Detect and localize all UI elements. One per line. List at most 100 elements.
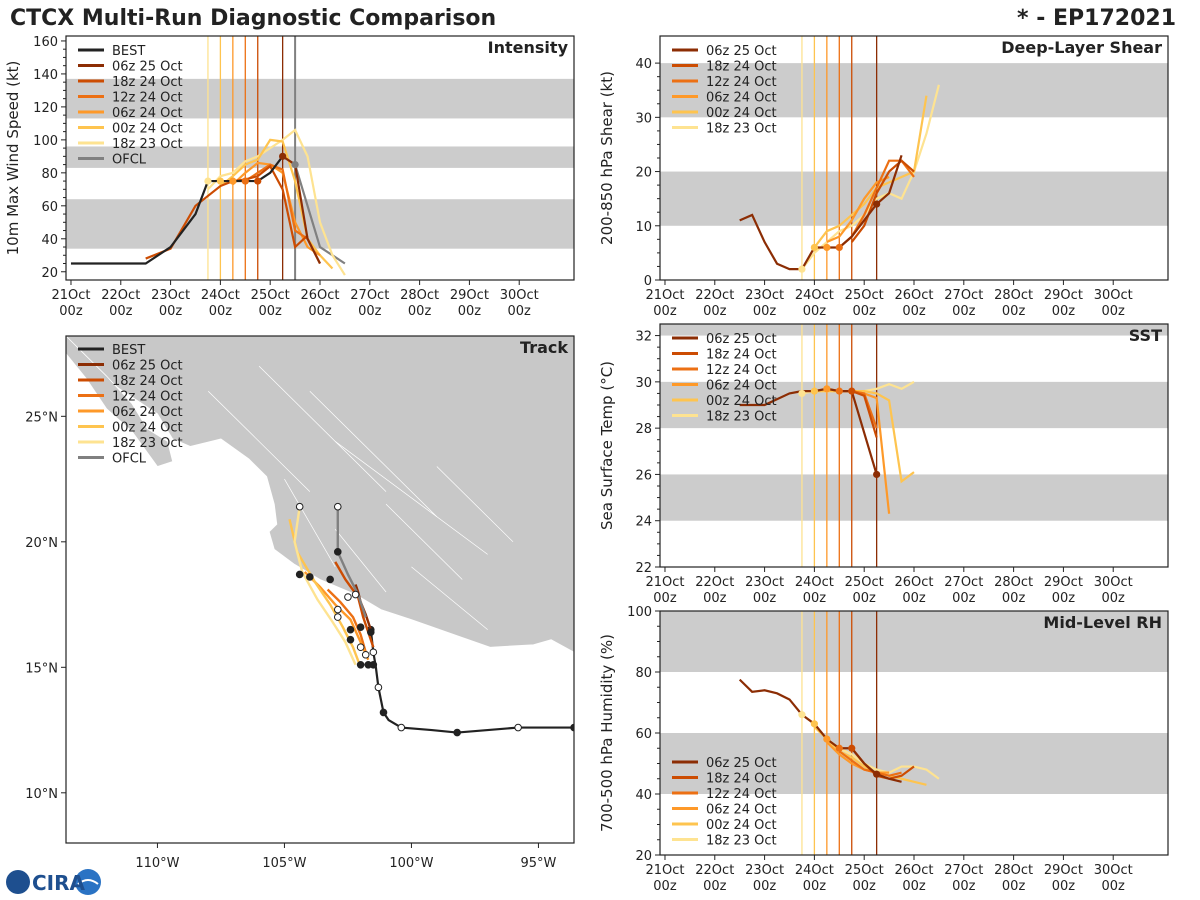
shear-ytick-label: 40 bbox=[635, 57, 652, 72]
intensity-xtick-hour: 00z bbox=[209, 304, 233, 319]
state-border bbox=[207, 390, 311, 492]
cira-logo-mark bbox=[6, 870, 30, 894]
intensity-xtick-day: 24Oct bbox=[201, 288, 240, 303]
track-point bbox=[356, 643, 365, 652]
rh-xtick-day: 27Oct bbox=[944, 863, 983, 878]
intensity-xtick-hour: 00z bbox=[59, 304, 83, 319]
track-xtick-label: 100°W bbox=[389, 856, 433, 871]
track-legend-label: BEST bbox=[112, 343, 145, 358]
intensity-xtick-hour: 00z bbox=[308, 304, 332, 319]
track-plot-area bbox=[66, 336, 574, 843]
shear-xtick-day: 30Oct bbox=[1094, 288, 1133, 303]
sst-ytick-label: 22 bbox=[635, 561, 652, 576]
intensity-legend-label: BEST bbox=[112, 44, 145, 59]
sst-band bbox=[660, 324, 1168, 336]
sst-title: SST bbox=[1129, 326, 1162, 345]
intensity-series-18z-23-oct bbox=[207, 128, 346, 276]
state-border bbox=[334, 529, 387, 593]
track-ytick-label: 15°N bbox=[25, 661, 58, 676]
shear-legend-label: 18z 23 Oct bbox=[706, 122, 777, 137]
track-point bbox=[333, 502, 342, 511]
sst-xtick-day: 27Oct bbox=[944, 575, 983, 590]
rh-xtick-day: 29Oct bbox=[1044, 863, 1083, 878]
rh-xtick-hour: 00z bbox=[1002, 879, 1026, 894]
rh-legend-label: 18z 24 Oct bbox=[706, 772, 777, 787]
globe-swoosh bbox=[77, 879, 99, 885]
shear-legend-label: 12z 24 Oct bbox=[706, 75, 777, 90]
intensity-legend-label: 06z 24 Oct bbox=[112, 106, 183, 121]
shear-xtick-hour: 00z bbox=[703, 304, 727, 319]
track-point bbox=[369, 648, 378, 657]
rh-ytick-label: 40 bbox=[635, 788, 652, 803]
state-border bbox=[385, 503, 463, 580]
land-mass bbox=[66, 336, 574, 653]
figure-title: CTCX Multi-Run Diagnostic Comparison bbox=[10, 6, 496, 31]
shear-xtick-hour: 00z bbox=[1102, 304, 1126, 319]
sst-legend-label: 06z 25 Oct bbox=[706, 332, 777, 347]
sst-xtick-day: 30Oct bbox=[1094, 575, 1133, 590]
track-point bbox=[295, 502, 304, 511]
rh-xtick-day: 26Oct bbox=[894, 863, 933, 878]
intensity-xtick-day: 28Oct bbox=[400, 288, 439, 303]
track-ytick-label: 10°N bbox=[25, 787, 58, 802]
intensity-ytick-label: 80 bbox=[41, 167, 58, 182]
intensity-xtick-hour: 00z bbox=[259, 304, 283, 319]
shear-legend-label: 18z 24 Oct bbox=[706, 60, 777, 75]
shear-xtick-day: 22Oct bbox=[695, 288, 734, 303]
rh-legend-label: 06z 25 Oct bbox=[706, 756, 777, 771]
rh-xtick-hour: 00z bbox=[753, 879, 777, 894]
shear-xtick-day: 28Oct bbox=[994, 288, 1033, 303]
intensity-band bbox=[66, 78, 574, 119]
rh-ytick-label: 20 bbox=[635, 849, 652, 864]
shear-point bbox=[873, 200, 881, 208]
shear-xtick-hour: 00z bbox=[853, 304, 877, 319]
rh-xtick-day: 23Oct bbox=[745, 863, 784, 878]
track-point bbox=[361, 650, 370, 659]
track-legend-label: 18z 23 Oct bbox=[112, 436, 183, 451]
rh-point bbox=[835, 744, 843, 752]
track-point bbox=[374, 683, 383, 692]
sst-xtick-day: 26Oct bbox=[894, 575, 933, 590]
shear-band bbox=[660, 63, 1168, 118]
sst-xtick-day: 28Oct bbox=[994, 575, 1033, 590]
sst-ytick-label: 28 bbox=[635, 422, 652, 437]
shear-ytick-label: 0 bbox=[644, 274, 652, 289]
rh-xtick-day: 22Oct bbox=[695, 863, 734, 878]
rh-xtick-hour: 00z bbox=[803, 879, 827, 894]
track-legend-label: 12z 24 Oct bbox=[112, 390, 183, 405]
intensity-title: Intensity bbox=[488, 38, 569, 57]
sst-xtick-hour: 00z bbox=[803, 591, 827, 606]
sst-legend-label: 12z 24 Oct bbox=[706, 363, 777, 378]
rh-legend-label: 00z 24 Oct bbox=[706, 818, 777, 833]
track-line-12z-24-oct bbox=[326, 588, 367, 653]
intensity-xtick-hour: 00z bbox=[358, 304, 382, 319]
intensity-point bbox=[216, 177, 224, 185]
shear-xtick-day: 29Oct bbox=[1044, 288, 1083, 303]
sst-xtick-day: 23Oct bbox=[745, 575, 784, 590]
intensity-legend-label: 18z 23 Oct bbox=[112, 137, 183, 152]
sst-xtick-hour: 00z bbox=[1052, 591, 1076, 606]
intensity-xtick-hour: 00z bbox=[508, 304, 532, 319]
sst-ytick-label: 30 bbox=[635, 376, 652, 391]
rh-panel: 21Oct00z22Oct00z23Oct00z24Oct00z25Oct00z… bbox=[598, 605, 1169, 894]
shear-xtick-hour: 00z bbox=[952, 304, 976, 319]
track-point bbox=[570, 723, 574, 732]
shear-xtick-hour: 00z bbox=[902, 304, 926, 319]
state-border bbox=[258, 365, 387, 492]
intensity-ytick-label: 100 bbox=[33, 134, 58, 149]
rh-xtick-day: 28Oct bbox=[994, 863, 1033, 878]
track-legend-label: 06z 24 Oct bbox=[112, 405, 183, 420]
sst-xtick-hour: 00z bbox=[1102, 591, 1126, 606]
track-point bbox=[333, 605, 342, 614]
intensity-xtick-hour: 00z bbox=[458, 304, 482, 319]
shear-ylabel: 200-850 hPa Shear (kt) bbox=[598, 71, 616, 245]
intensity-xtick-day: 25Oct bbox=[251, 288, 290, 303]
rh-ytick-label: 100 bbox=[627, 605, 652, 620]
intensity-xtick-day: 21Oct bbox=[51, 288, 90, 303]
track-point bbox=[364, 660, 373, 669]
state-border bbox=[309, 390, 438, 517]
intensity-xtick-day: 22Oct bbox=[101, 288, 140, 303]
rh-plot-area bbox=[660, 611, 1168, 855]
state-border bbox=[335, 441, 488, 555]
